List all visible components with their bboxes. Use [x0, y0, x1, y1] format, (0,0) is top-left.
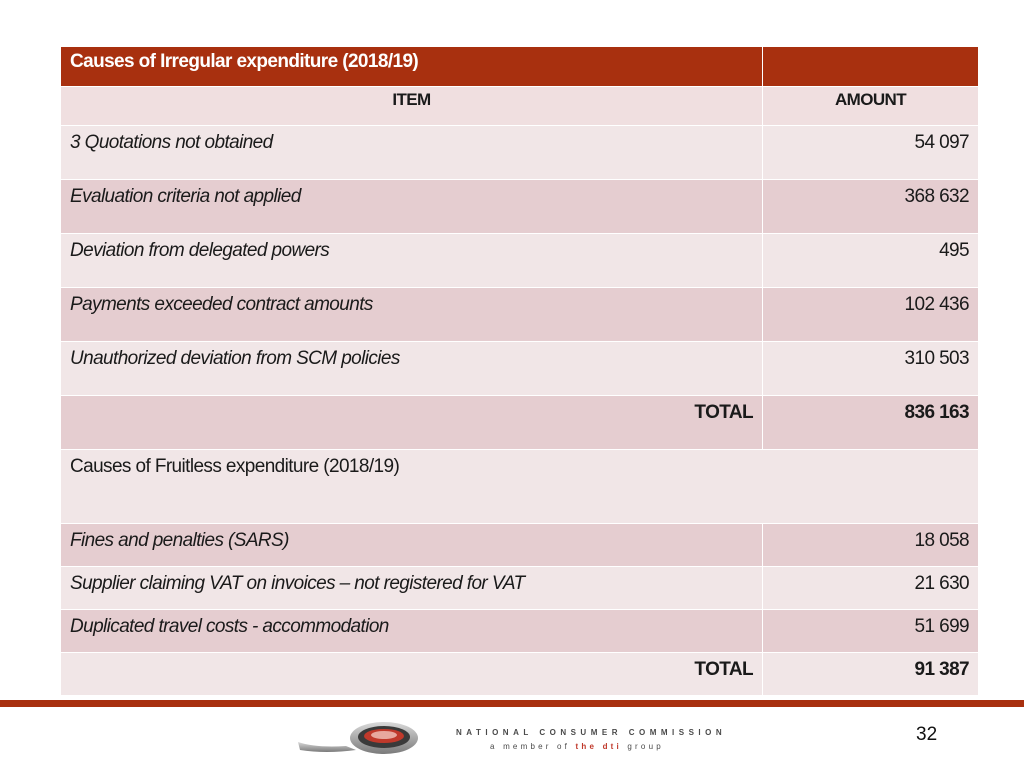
row-amount: 51 699: [762, 609, 979, 653]
ncc-logo-icon: [298, 722, 418, 754]
column-header-item: ITEM: [60, 86, 763, 126]
table-row: Fines and penalties (SARS) 18 058: [60, 523, 979, 567]
tagline-brand: dti: [602, 742, 622, 751]
row-amount: 21 630: [762, 566, 979, 610]
tagline-prefix: a member of: [490, 742, 571, 751]
table-row: Duplicated travel costs - accommodation …: [60, 609, 979, 653]
row-item: 3 Quotations not obtained: [60, 125, 763, 180]
fruitless-total-row: TOTAL 91 387: [60, 652, 979, 696]
row-item: Payments exceeded contract amounts: [60, 287, 763, 342]
row-amount: 54 097: [762, 125, 979, 180]
table-title: Causes of Irregular expenditure (2018/19…: [60, 46, 763, 87]
total-amount: 91 387: [762, 652, 979, 696]
expenditure-table: Causes of Irregular expenditure (2018/19…: [60, 46, 979, 696]
table-row: Supplier claiming VAT on invoices – not …: [60, 566, 979, 610]
row-amount: 495: [762, 233, 979, 288]
row-amount: 18 058: [762, 523, 979, 567]
org-name: NATIONAL CONSUMER COMMISSION: [456, 728, 727, 737]
column-header-amount: AMOUNT: [762, 86, 979, 126]
row-item: Duplicated travel costs - accommodation: [60, 609, 763, 653]
row-amount: 310 503: [762, 341, 979, 396]
row-amount: 102 436: [762, 287, 979, 342]
row-item: Unauthorized deviation from SCM policies: [60, 341, 763, 396]
total-amount: 836 163: [762, 395, 979, 450]
fruitless-section-title: Causes of Fruitless expenditure (2018/19…: [60, 449, 979, 524]
row-item: Supplier claiming VAT on invoices – not …: [60, 566, 763, 610]
row-item: Fines and penalties (SARS): [60, 523, 763, 567]
total-label: TOTAL: [60, 395, 763, 450]
footer-divider: [0, 700, 1024, 707]
page-number: 32: [916, 724, 938, 745]
row-item: Evaluation criteria not applied: [60, 179, 763, 234]
table-row: Deviation from delegated powers 495: [60, 233, 979, 288]
row-item: Deviation from delegated powers: [60, 233, 763, 288]
irregular-total-row: TOTAL 836 163: [60, 395, 979, 450]
column-header-row: ITEM AMOUNT: [60, 86, 979, 126]
table-row: Evaluation criteria not applied 368 632: [60, 179, 979, 234]
table-header-row: Causes of Irregular expenditure (2018/19…: [60, 46, 979, 87]
table-row: Unauthorized deviation from SCM policies…: [60, 341, 979, 396]
row-amount: 368 632: [762, 179, 979, 234]
tagline-suffix: group: [627, 742, 664, 751]
fruitless-section-row: Causes of Fruitless expenditure (2018/19…: [60, 449, 979, 524]
table-header-empty: [762, 46, 979, 87]
table-row: Payments exceeded contract amounts 102 4…: [60, 287, 979, 342]
tagline-the: the: [575, 742, 598, 751]
total-label: TOTAL: [60, 652, 763, 696]
table-row: 3 Quotations not obtained 54 097: [60, 125, 979, 180]
org-tagline: a member of the dti group: [490, 742, 664, 751]
